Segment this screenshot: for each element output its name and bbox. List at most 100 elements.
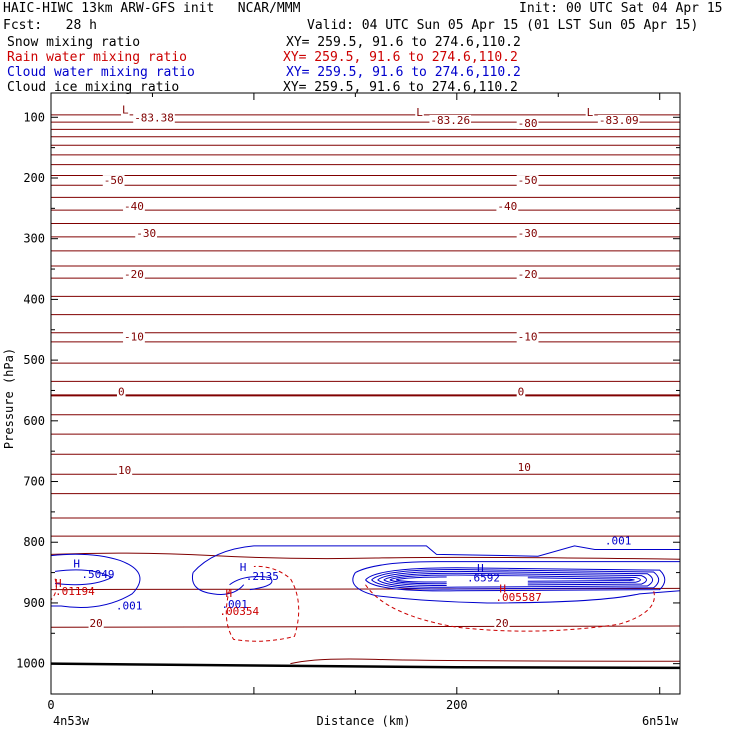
contour-label-bg [88, 618, 104, 630]
forecast-hour: Fcst: 28 h [3, 18, 97, 33]
contour-label-bg [123, 201, 145, 213]
y-tick-label: 100 [23, 110, 45, 124]
extrema-label: .00354 [219, 605, 259, 618]
rain-water-contour [225, 565, 300, 642]
x-endpoint-left: 4n53w [53, 714, 90, 728]
y-tick-label: 1000 [16, 657, 45, 671]
contour-label-bg [121, 104, 130, 116]
cloud-water-contour [371, 569, 660, 590]
isotherm-label: 20 [90, 617, 103, 630]
extrema-label: .6592 [467, 572, 500, 585]
contour-label-bg [135, 227, 158, 239]
isotherm-label: -20 [518, 268, 538, 281]
extrema-label: H [225, 587, 232, 600]
isotherm-label: -10 [518, 331, 538, 344]
contour-label-bg [116, 386, 126, 398]
contour-label-bg [102, 175, 125, 187]
contour-label-bg [116, 465, 133, 477]
y-axis-label: Pressure (hPa) [2, 348, 16, 449]
field-label-cloud-water: Cloud water mixing ratio [7, 65, 195, 80]
cloud-water-contour [192, 545, 680, 573]
isotherm-label: L [587, 106, 594, 119]
isotherm-line [50, 625, 681, 628]
isotherm-label: -30 [518, 227, 538, 240]
isotherm-label: 10 [518, 461, 531, 474]
x-tick-label: 200 [446, 698, 468, 712]
cloud-water-contour [395, 576, 635, 583]
y-tick-label: 700 [23, 475, 45, 489]
extrema-label: .01194 [55, 585, 95, 598]
extrema-label: H [477, 562, 484, 575]
y-tick-label: 500 [23, 353, 45, 367]
isotherm-label: -20 [124, 268, 144, 281]
field-xy-rain: XY= 259.5, 91.6 to 274.6,110.2 [283, 50, 518, 65]
contour-label-bg [123, 269, 145, 281]
extrema-label: H [240, 561, 247, 574]
extrema-label: .001 [605, 535, 632, 548]
y-tick-label: 800 [23, 535, 45, 549]
field-xy-cloud-ice: XY= 259.5, 91.6 to 274.6,110.2 [283, 80, 518, 95]
extrema-label: .001 [221, 598, 248, 611]
isotherm-label: 0 [518, 385, 525, 398]
cloud-water-contour [191, 572, 245, 595]
field-label-rain: Rain water mixing ratio [7, 50, 188, 65]
isotherm-line [290, 658, 681, 665]
contour-label-bg [496, 201, 519, 213]
cloud-water-contour [365, 567, 666, 592]
contour-label-bg [597, 114, 640, 126]
contour-label-bg [516, 175, 539, 187]
isotherm-label: L [416, 106, 423, 119]
contour-label-bg [516, 117, 539, 129]
cloud-water-contour [229, 576, 273, 591]
contour-label-bg [516, 386, 526, 398]
extrema-label: .5049 [81, 568, 114, 581]
model-title: HAIC-HIWC 13km ARW-GFS init NCAR/MMM [3, 1, 301, 16]
y-tick-label: 400 [23, 292, 45, 306]
rain-water-contour [365, 584, 655, 632]
field-label-cloud-ice: Cloud ice mixing ratio [7, 80, 180, 95]
isotherm-line [50, 552, 681, 560]
isotherm-label: -50 [518, 174, 538, 187]
plot-frame [50, 92, 681, 695]
x-endpoint-right: 6n51w [642, 714, 679, 728]
extrema-label: H [499, 583, 506, 596]
valid-time: Valid: 04 UTC Sun 05 Apr 15 (01 LST Sun … [307, 18, 699, 33]
isotherm-label: L [122, 104, 129, 117]
cloud-water-contour [377, 570, 654, 588]
isotherm-label: 20 [495, 617, 508, 630]
rain-water-contour [50, 578, 57, 601]
label-background [446, 576, 528, 586]
contour-label-bg [494, 618, 510, 630]
contour-label-bg [123, 331, 145, 343]
extrema-label: .005587 [495, 591, 541, 604]
contour-label-bg [516, 269, 539, 281]
isotherm-label: -83.09 [599, 114, 639, 127]
y-tick-label: 200 [23, 171, 45, 185]
field-xy-cloud-water: XY= 259.5, 91.6 to 274.6,110.2 [286, 65, 521, 80]
contour-label-bg [133, 112, 175, 124]
cloud-water-contour [389, 574, 641, 585]
cloud-water-contour [50, 553, 141, 608]
extrema-label: H [73, 558, 80, 571]
isotherm-label: -83.26 [430, 114, 470, 127]
y-tick-label: 300 [23, 232, 45, 246]
field-label-snow: Snow mixing ratio [7, 35, 141, 50]
contour-label-bg [516, 331, 539, 343]
cloud-water-contour [352, 572, 681, 604]
isotherm-label: 10 [118, 464, 131, 477]
isotherm-label: -40 [124, 200, 144, 213]
extrema-label: H [55, 577, 62, 590]
isotherm-label: -80 [518, 117, 538, 130]
extrema-label: .2135 [246, 570, 279, 583]
contour-label-bg [585, 107, 595, 119]
contour-label-bg [429, 114, 472, 126]
isotherm-label: 0 [118, 385, 125, 398]
cloud-water-contour [383, 572, 648, 587]
extrema-label: .001 [116, 600, 143, 613]
terrain-line [50, 662, 681, 670]
contour-label-bg [516, 227, 539, 239]
isotherm-label: -30 [136, 227, 156, 240]
field-xy-snow: XY= 259.5, 91.6 to 274.6,110.2 [286, 35, 521, 50]
contour-label-bg [516, 462, 532, 474]
